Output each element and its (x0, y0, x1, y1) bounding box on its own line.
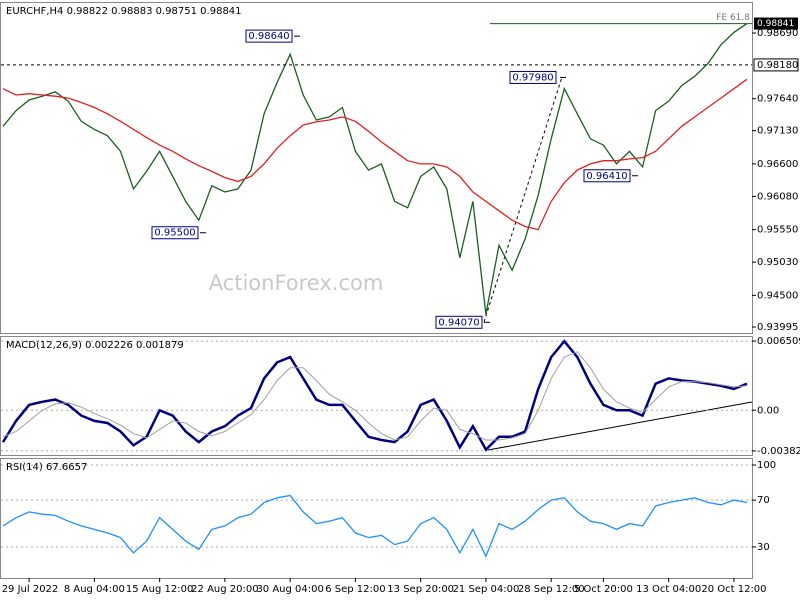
y-tick-label: 0.97640 (757, 94, 798, 105)
annotation-label: 0.98640 (248, 31, 289, 42)
y-tick-label: -0.003828 (757, 446, 800, 457)
x-tick-label: 13 Sep 20:00 (387, 584, 454, 595)
series-line (2, 494, 748, 558)
y-tick-label: 0.96080 (757, 191, 798, 202)
x-tick-label: 20 Oct 12:00 (701, 584, 766, 595)
annotation-label: 0.97980 (512, 72, 553, 83)
y-tick-label: 70 (757, 495, 770, 506)
reference-label-box (753, 58, 799, 72)
y-tick-label: 0.96600 (757, 159, 798, 170)
panel-title: MACD(12,26,9) 0.002226 0.001879 (6, 340, 184, 351)
annotation-box (583, 169, 631, 183)
y-tick-label: 0.006509 (757, 336, 800, 347)
series-line (2, 23, 748, 315)
x-tick-label: 13 Oct 04:00 (636, 584, 701, 595)
y-tick-label: 0.95030 (757, 257, 798, 268)
series-line (1, 339, 748, 452)
panel-title: RSI(14) 67.6657 (6, 462, 87, 473)
x-tick-label: 30 Aug 04:00 (256, 584, 323, 595)
current-price-label: 0.98841 (757, 19, 794, 29)
y-tick-label: 0.95550 (757, 225, 798, 236)
annotation-label: 0.96410 (586, 171, 627, 182)
wave-line (483, 76, 563, 323)
annotation-box (245, 29, 293, 43)
x-tick-label: 29 Jul 2022 (2, 584, 59, 595)
x-tick-label: 28 Sep 12:00 (518, 584, 585, 595)
fe-label: FE 61.8 (716, 13, 750, 23)
y-tick-label: 30 (757, 542, 770, 553)
current-price-box (754, 17, 798, 30)
annotation-label: 0.95500 (154, 228, 195, 239)
watermark: ActionForex.com (209, 271, 384, 295)
y-tick-label: 0.97130 (757, 126, 798, 137)
panel-frame (0, 336, 753, 456)
reference-label: 0.98180 (757, 60, 798, 71)
series-line (2, 78, 748, 231)
y-tick-label: 0.98690 (757, 28, 798, 39)
x-tick-label: 6 Sep 12:00 (325, 584, 385, 595)
panel-title: EURCHF,H4 0.98822 0.98883 0.98751 0.9884… (6, 6, 242, 17)
x-tick-label: 5 Oct 20:00 (574, 584, 633, 595)
macd-trendline (487, 401, 753, 451)
x-tick-label: 15 Aug 12:00 (126, 584, 193, 595)
annotation-box (435, 315, 483, 329)
y-tick-label: 0.00 (757, 405, 779, 416)
panel-frame (0, 2, 753, 334)
annotation-box (151, 226, 199, 240)
x-tick-label: 21 Sep 04:00 (453, 584, 520, 595)
x-tick-label: 22 Aug 20:00 (191, 584, 258, 595)
annotation-box (509, 70, 557, 84)
y-tick-label: 0.94500 (757, 290, 798, 301)
y-tick-label: 100 (757, 460, 776, 471)
panel-frame (0, 458, 753, 579)
y-tick-label: 0.93995 (757, 322, 798, 333)
x-tick-label: 8 Aug 04:00 (64, 584, 125, 595)
series-line (2, 351, 748, 441)
annotation-label: 0.94070 (438, 317, 479, 328)
